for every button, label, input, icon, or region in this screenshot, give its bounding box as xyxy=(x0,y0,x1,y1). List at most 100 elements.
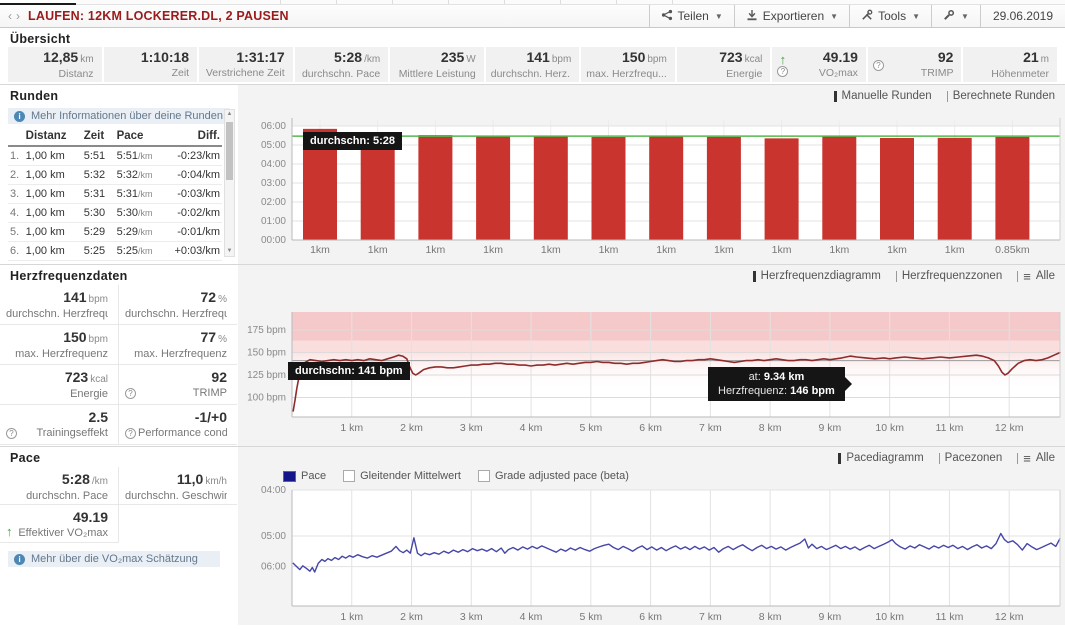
stat-label: max. Herzfrequenz xyxy=(15,348,108,360)
svg-text:1km: 1km xyxy=(829,244,849,256)
lap-time: 5:25 xyxy=(81,241,115,261)
stat-cell-trainingseffekt: ? 2.5 Trainingseffekt xyxy=(0,405,119,445)
svg-text:3 km: 3 km xyxy=(460,611,483,623)
help-icon[interactable]: ? xyxy=(125,388,136,399)
stat-value: 11,0 km/h xyxy=(125,471,227,490)
scroll-down-icon[interactable]: ▼ xyxy=(226,248,233,254)
pace-title: Pace xyxy=(10,451,41,465)
stat-unit: kcal xyxy=(90,374,108,385)
exportieren-button[interactable]: Exportieren ▼ xyxy=(733,5,849,27)
checkbox-gleitender-mittelwert[interactable] xyxy=(343,470,356,482)
stat-value: 235 W xyxy=(399,49,476,68)
chevron-down-icon: ▼ xyxy=(830,11,839,21)
link-separator xyxy=(895,270,897,282)
lap-number: 5. xyxy=(8,222,24,242)
download-icon xyxy=(746,9,758,24)
view-link-herzfrequenzzonen[interactable]: Herzfrequenzzonen xyxy=(895,270,1002,282)
lap-diff: -0:02/km xyxy=(170,203,222,223)
svg-text:150 bpm: 150 bpm xyxy=(247,348,286,359)
laps-table-header: Distanz Zeit Pace Diff. xyxy=(8,129,222,147)
lap-time: 5:31 xyxy=(81,184,115,204)
teilen-button[interactable]: Teilen ▼ xyxy=(648,5,734,27)
lap-distance: 1,00 km xyxy=(23,184,82,204)
overview-stat-max-herzfrequ: 150 bpm max. Herzfrequ... xyxy=(581,47,675,82)
stat-value: 141 bpm xyxy=(6,289,108,308)
link-label: Alle xyxy=(1035,270,1055,282)
col-header-zeit: Zeit xyxy=(81,129,115,147)
stat-text: 12,85 km Distanz xyxy=(43,49,93,82)
svg-text:1 km: 1 km xyxy=(340,422,363,434)
link-label: Pacezonen xyxy=(944,452,1003,464)
laps-info-link[interactable]: i Mehr Informationen über deine Runden xyxy=(8,108,230,124)
svg-text:5 km: 5 km xyxy=(579,422,602,434)
legend-grade-adjusted-pace-beta[interactable]: Grade adjusted pace (beta) xyxy=(477,470,629,482)
stat-cell-durchschn-pace: 5:28/km durchschn. Pace xyxy=(0,467,119,505)
lap-distance: 1,00 km xyxy=(23,203,82,223)
view-link-herzfrequenzdiagramm[interactable]: Herzfrequenzdiagramm xyxy=(752,270,881,282)
stat-cell-performance-conditi: ? -1/+0 Performance conditi... xyxy=(119,405,237,445)
lap-pace: 5:51/km xyxy=(114,146,171,166)
svg-text:1km: 1km xyxy=(599,244,619,256)
action-buttons: Teilen ▼ Exportieren ▼ Tools ▼ ▼ xyxy=(648,5,980,27)
stat-unit: bpm xyxy=(88,334,108,345)
view-link-pacezonen[interactable]: Pacezonen xyxy=(938,452,1003,464)
tools-button[interactable]: Tools ▼ xyxy=(849,5,931,27)
wrench-button[interactable]: ▼ xyxy=(931,5,980,27)
view-link-manuelle-runden[interactable]: Manuelle Runden xyxy=(833,90,932,102)
laps-title: Runden xyxy=(10,89,59,103)
menu-icon: ≡ xyxy=(1023,450,1031,466)
tools-icon xyxy=(861,9,873,24)
view-link-berechnete-runden[interactable]: Berechnete Runden xyxy=(946,90,1055,102)
legend-gleitender-mittelwert[interactable]: Gleitender Mittelwert xyxy=(343,470,461,482)
view-link-pacediagramm[interactable]: Pacediagramm xyxy=(838,452,924,464)
overview-stat-distanz: 12,85 km Distanz xyxy=(8,47,102,82)
stat-text: 723 kcal Energie xyxy=(65,369,108,404)
forward-button[interactable]: › xyxy=(16,9,20,23)
view-link-alle[interactable]: ≡ Alle xyxy=(1017,450,1055,466)
lap-distance: 1,00 km xyxy=(23,146,82,166)
wrench-icon xyxy=(943,9,955,24)
lap-pace: 5:25/km xyxy=(114,241,171,261)
lap-distance: 1,00 km xyxy=(23,165,82,185)
link-separator xyxy=(1017,270,1019,282)
hr-line-chart[interactable]: 1 km 2 km 3 km 4 km 5 km 6 km 7 km 8 km 9 km 10 k… xyxy=(240,290,1065,446)
pace-line-chart[interactable]: 1 km 2 km 3 km 4 km 5 km 6 km 7 km 8 km 9 km 10 k… xyxy=(240,486,1065,624)
svg-text:6 km: 6 km xyxy=(639,611,662,623)
stat-label: Höhenmeter xyxy=(991,68,1050,80)
svg-text:01:00: 01:00 xyxy=(261,216,286,227)
stat-number: 150 xyxy=(622,49,646,65)
svg-text:3 km: 3 km xyxy=(460,422,483,434)
laps-scrollbar[interactable]: ▲ ▼ xyxy=(224,109,235,257)
help-icon[interactable]: ? xyxy=(777,66,789,77)
info-icon: i xyxy=(14,110,25,122)
lap-pace: 5:29/km xyxy=(114,222,171,242)
scroll-up-icon[interactable]: ▲ xyxy=(226,111,233,117)
help-icon[interactable]: ? xyxy=(872,60,884,71)
checkbox-grade-adjusted-pace-beta[interactable] xyxy=(477,470,490,482)
stat-label: Trainingseffekt xyxy=(36,427,108,439)
scrollbar-thumb[interactable] xyxy=(226,122,233,180)
help-icon[interactable]: ? xyxy=(125,428,136,439)
svg-text:05:00: 05:00 xyxy=(261,531,286,542)
vo2max-info-link[interactable]: i Mehr über die VO₂max Schätzung xyxy=(8,551,220,567)
svg-text:2 km: 2 km xyxy=(400,611,423,623)
stat-unit: % xyxy=(218,334,227,345)
laps-bar-chart[interactable]: 00:00 01:00 02:00 03:00 04:00 05:00 06:00 1km 1k… xyxy=(240,103,1065,263)
laps-section: 00:00 01:00 02:00 03:00 04:00 05:00 06:00 1km 1k… xyxy=(0,85,1065,265)
back-button[interactable]: ‹ xyxy=(8,9,12,23)
view-link-alle[interactable]: ≡ Alle xyxy=(1017,270,1055,283)
stat-cell-trimp: ? 92 TRIMP xyxy=(119,365,237,405)
legend-label: Gleitender Mittelwert xyxy=(360,470,461,482)
stat-label: Energie xyxy=(70,388,108,400)
pace-unit: /km xyxy=(138,207,153,218)
lap-number: 1. xyxy=(8,146,24,166)
stat-value: 49.19 xyxy=(18,509,108,527)
svg-text:8 km: 8 km xyxy=(759,422,782,434)
stat-number: 723 xyxy=(719,49,743,65)
overview-stat-verstrichene-zeit: 1:31:17 Verstrichene Zeit xyxy=(199,47,293,82)
stat-unit: kcal xyxy=(744,54,763,65)
help-icon[interactable]: ? xyxy=(6,428,17,439)
stat-value: 49.19 xyxy=(819,49,858,67)
